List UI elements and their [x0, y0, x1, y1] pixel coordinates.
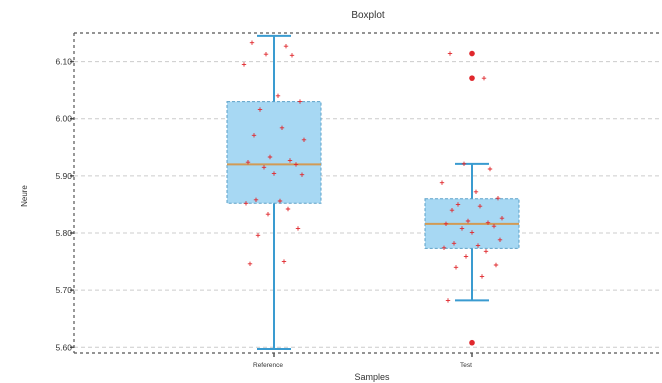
y-axis-label: Neure	[20, 185, 29, 207]
data-point	[249, 40, 255, 45]
y-tick-label: 5.70	[55, 285, 72, 295]
x-tick-label: Reference	[253, 362, 283, 369]
data-point	[295, 226, 301, 231]
data-point	[477, 203, 483, 209]
gridlines	[74, 61, 660, 348]
data-point	[267, 154, 273, 160]
x-axis-ticks: Reference Test	[253, 353, 473, 369]
data-point	[479, 274, 485, 279]
y-axis-ticks: 5.60 5.70 5.80 5.90 6.00 6.10	[55, 57, 74, 352]
data-point	[255, 233, 261, 238]
data-point	[265, 211, 271, 217]
outlier-point	[469, 75, 475, 81]
data-point	[289, 53, 295, 58]
data-point	[447, 51, 453, 56]
data-point	[271, 171, 277, 176]
y-tick-label: 5.90	[55, 171, 72, 181]
data-point	[497, 237, 503, 243]
data-point	[455, 202, 461, 207]
data-point	[247, 261, 253, 267]
data-point	[285, 206, 291, 212]
data-point	[251, 133, 257, 138]
data-point	[277, 198, 283, 204]
data-point	[301, 137, 307, 143]
box-test	[424, 50, 520, 346]
data-point	[299, 172, 305, 177]
data-point	[275, 93, 281, 99]
data-point	[461, 161, 467, 167]
y-tick-label: 5.80	[55, 228, 72, 238]
data-point	[257, 107, 263, 112]
data-point	[279, 125, 285, 131]
data-point	[487, 166, 493, 172]
data-point	[469, 230, 475, 235]
box-reference	[226, 34, 322, 350]
data-point	[245, 159, 251, 165]
data-point	[283, 43, 289, 49]
data-point	[261, 165, 267, 170]
data-point	[453, 265, 459, 270]
data-point	[493, 262, 499, 268]
y-tick-label: 5.60	[55, 342, 72, 352]
data-point	[253, 197, 259, 203]
data-point	[293, 162, 299, 167]
outlier-point	[469, 339, 475, 346]
box-iqr	[226, 101, 322, 204]
data-point	[445, 298, 451, 303]
y-tick-label: 6.10	[55, 57, 72, 67]
data-point	[241, 62, 247, 67]
data-point	[481, 75, 487, 81]
data-point	[475, 243, 481, 248]
box-series	[226, 34, 520, 350]
data-point	[473, 189, 479, 195]
x-axis-label: Samples	[354, 372, 390, 382]
data-point	[449, 207, 455, 213]
data-point	[463, 254, 469, 259]
data-point	[499, 215, 505, 221]
data-point	[297, 99, 303, 104]
data-point	[451, 241, 457, 246]
data-point	[465, 218, 471, 224]
data-point	[281, 259, 287, 264]
data-point	[485, 220, 491, 225]
plot-frame	[73, 32, 660, 354]
data-point	[439, 180, 445, 185]
data-point	[243, 201, 249, 206]
data-point	[495, 195, 501, 201]
data-point	[441, 245, 447, 251]
data-point	[483, 249, 489, 254]
y-tick-label: 6.00	[55, 114, 72, 124]
data-point	[491, 223, 497, 229]
data-point	[459, 226, 465, 231]
data-point	[263, 51, 269, 57]
outlier-point	[469, 50, 475, 57]
x-tick-label: Test	[460, 362, 472, 369]
data-point	[287, 158, 293, 163]
data-point	[443, 221, 449, 227]
chart-title: Boxplot	[351, 10, 385, 21]
